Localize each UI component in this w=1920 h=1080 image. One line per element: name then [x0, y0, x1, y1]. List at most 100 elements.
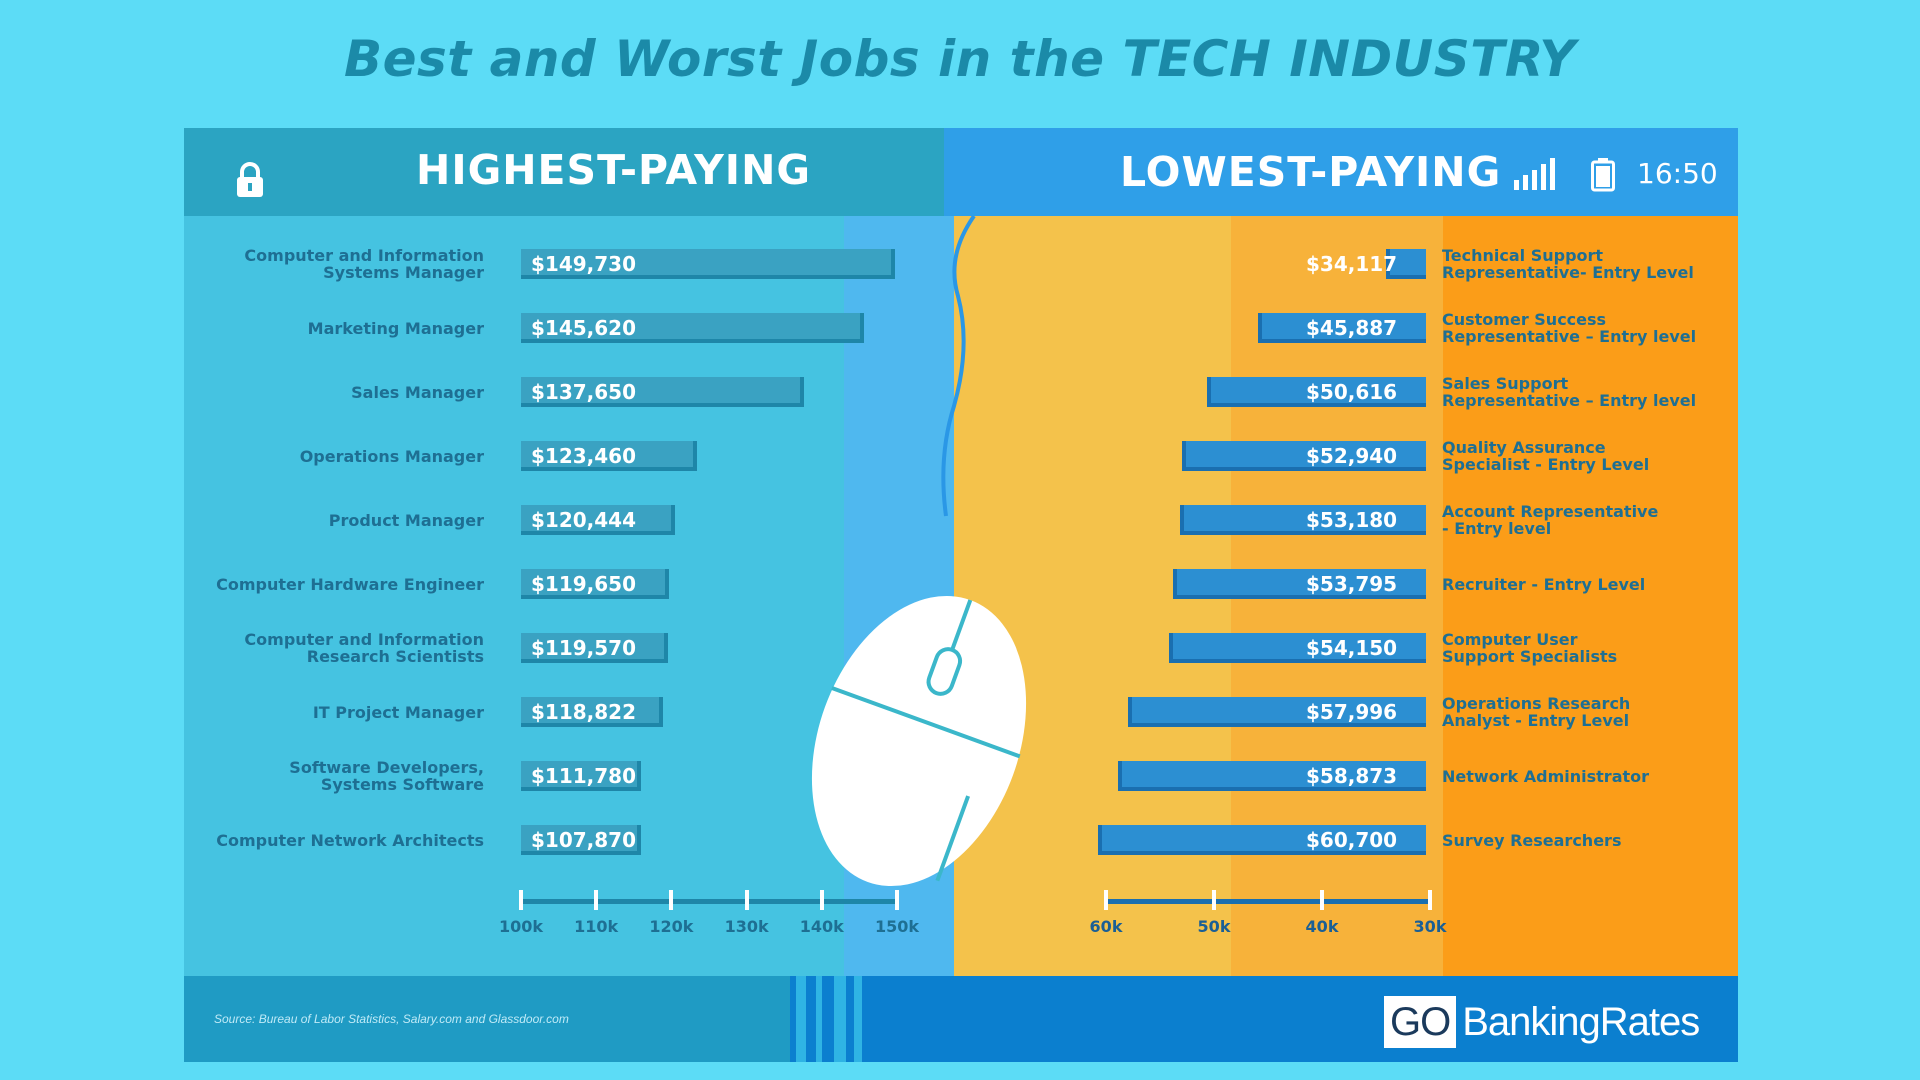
lowest-bar [1385, 249, 1426, 279]
highest-bar [521, 441, 698, 471]
footer-stripe [796, 976, 806, 1062]
highest-tick-label: 120k [649, 917, 694, 936]
chart-title: Best and Worst Jobs in the TECH INDUSTRY [344, 30, 1576, 88]
lowest-category-label: Operations Research Analyst - Entry Level [1442, 694, 1631, 730]
highest-axis-tick [594, 890, 599, 910]
highest-category-label: Marketing Manager [307, 318, 484, 338]
lowest-value-label: $45,887 [1306, 316, 1398, 340]
lowest-bar [1169, 633, 1426, 663]
infographic-card: HIGHEST-PAYING LOWEST-PAYING 16:50 Compu… [184, 128, 1738, 1062]
lowest-value-label: $60,700 [1306, 828, 1398, 852]
battery-icon [1591, 158, 1615, 192]
lowest-bar [1207, 377, 1426, 407]
lowest-axis-tick [1104, 890, 1108, 910]
highest-value-label: $149,730 [531, 252, 637, 276]
logo-go: GO [1384, 996, 1457, 1048]
highest-tick-label: 110k [574, 917, 619, 936]
lowest-value-label: $53,795 [1306, 572, 1398, 596]
lowest-category-label: Recruiter - Entry Level [1442, 574, 1646, 594]
lowest-value-label: $54,150 [1306, 636, 1398, 660]
right-panel-orange [1443, 216, 1738, 976]
highest-tick-label: 130k [724, 917, 769, 936]
lowest-value-label: $34,117 [1306, 252, 1398, 276]
gobankingrates-logo: GO BankingRates [1384, 996, 1700, 1048]
lowest-bar [1098, 825, 1426, 855]
highest-category-label: Computer Hardware Engineer [216, 574, 484, 594]
lowest-bar [1182, 441, 1426, 471]
logo-bankingrates: BankingRates [1462, 999, 1700, 1044]
highest-value-label: $111,780 [531, 764, 637, 788]
highest-value-label: $107,870 [531, 828, 637, 852]
highest-value-label: $123,460 [531, 444, 637, 468]
highest-bar [521, 633, 669, 663]
lowest-category-label: Quality Assurance Specialist - Entry Leve… [1442, 438, 1650, 474]
lowest-bar [1179, 505, 1426, 535]
highest-tick-label: 100k [498, 917, 544, 936]
highest-value-label: $137,650 [531, 380, 637, 404]
lowest-tick-label: 50k [1197, 917, 1231, 936]
highest-value-label: $120,444 [531, 508, 637, 532]
footer-stripe [816, 976, 822, 1062]
highest-category-label: Sales Manager [351, 382, 484, 402]
lowest-tick-label: 60k [1089, 917, 1123, 936]
lowest-category-label: Account Representative - Entry level [1442, 502, 1659, 538]
mouse-icon [811, 216, 1027, 887]
lowest-value-label: $53,180 [1306, 508, 1398, 532]
lowest-tick-label: 40k [1305, 917, 1339, 936]
lowest-category-label: Survey Researchers [1442, 830, 1622, 850]
footer-stripe [854, 976, 862, 1062]
lowest-axis-tick [1320, 890, 1324, 910]
lock-icon [237, 162, 263, 197]
highest-axis-tick [744, 890, 749, 910]
lowest-value-label: $58,873 [1306, 764, 1398, 788]
highest-category-label: Computer and Information Research Scienti… [244, 630, 484, 666]
highest-paying-label: HIGHEST-PAYING [416, 146, 812, 194]
highest-value-label: $119,570 [531, 636, 637, 660]
lowest-tick-label: 30k [1413, 917, 1447, 936]
highest-category-label: Computer and Information Systems Manager [244, 246, 484, 282]
highest-tick-label: 140k [799, 917, 844, 936]
highest-bar [521, 825, 641, 855]
highest-category-label: Product Manager [328, 510, 484, 530]
highest-category-label: Software Developers, Systems Software [289, 758, 484, 794]
highest-axis-tick [669, 890, 674, 910]
lowest-category-label: Customer Success Representative – Entry l… [1442, 310, 1697, 346]
lowest-value-label: $50,616 [1306, 380, 1398, 404]
header-left: HIGHEST-PAYING [184, 128, 944, 216]
highest-bar [521, 761, 641, 791]
lowest-category-label: Technical Support Representative- Entry L… [1442, 246, 1694, 282]
lowest-bar [1258, 313, 1426, 343]
highest-value-label: $145,620 [531, 316, 637, 340]
lowest-paying-label: LOWEST-PAYING [1120, 148, 1502, 196]
header-right: LOWEST-PAYING 16:50 [944, 128, 1738, 216]
lowest-value-label: $52,940 [1306, 444, 1398, 468]
highest-category-label: Operations Manager [299, 446, 484, 466]
highest-value-label: $119,650 [531, 572, 637, 596]
lowest-category-label: Computer User Support Specialists [1442, 630, 1618, 666]
footer-left [184, 976, 790, 1062]
lowest-bar [1118, 761, 1426, 791]
highest-axis-tick [819, 890, 824, 910]
highest-axis-tick [519, 890, 523, 910]
highest-bar [521, 569, 669, 599]
footer: Source: Bureau of Labor Statistics, Sala… [184, 976, 1738, 1062]
highest-value-label: $118,822 [531, 700, 637, 724]
lowest-value-label: $57,996 [1306, 700, 1398, 724]
highest-bar [521, 697, 663, 727]
lowest-category-label: Network Administrator [1442, 766, 1650, 786]
highest-bar [521, 313, 865, 343]
left-axis-line [521, 899, 897, 904]
highest-bar [521, 505, 675, 535]
source-note: Source: Bureau of Labor Statistics, Sala… [214, 1012, 569, 1026]
lowest-bar [1127, 697, 1426, 727]
signal-icon [1514, 158, 1555, 190]
clock-readout: 16:50 [1637, 157, 1718, 190]
lowest-axis-tick [1428, 890, 1432, 910]
lowest-bar [1173, 569, 1426, 599]
lowest-axis-tick [1212, 890, 1216, 910]
highest-category-label: Computer Network Architects [216, 830, 484, 850]
highest-axis-tick [895, 890, 899, 910]
right-axis-line [1106, 899, 1430, 904]
highest-category-label: IT Project Manager [312, 702, 484, 722]
highest-tick-label: 150k [874, 917, 920, 936]
